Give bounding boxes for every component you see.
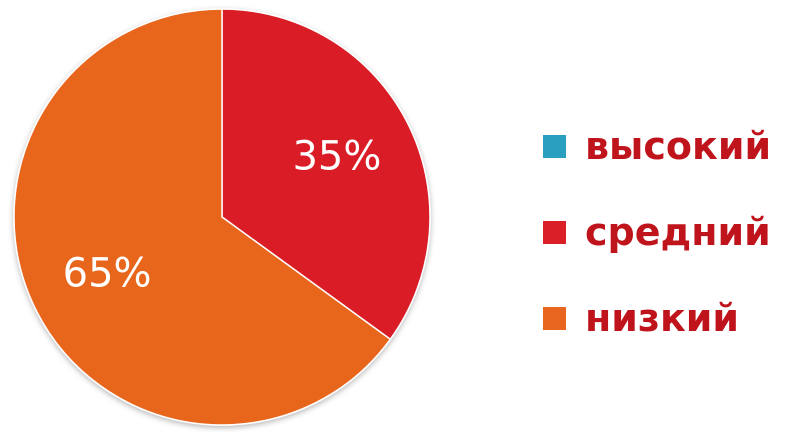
legend-label-1: высокий xyxy=(585,124,772,168)
legend-item-3: низкий xyxy=(543,275,771,361)
pie-slices xyxy=(13,8,431,426)
pie-value-label-2: 35% xyxy=(292,134,381,180)
legend-swatch-3 xyxy=(543,306,566,330)
legend-item-2: средний xyxy=(543,189,771,275)
legend-swatch-2 xyxy=(543,220,566,244)
pie-value-label-3: 65% xyxy=(63,251,152,297)
legend-swatch-1 xyxy=(543,134,566,158)
legend: высокий средний низкий xyxy=(543,103,771,361)
pie-value-labels: 35% 65% xyxy=(63,134,382,297)
legend-label-3: низкий xyxy=(585,296,740,340)
pie-slice-3 xyxy=(13,8,392,426)
legend-label-2: средний xyxy=(585,210,771,254)
pie-slice-2 xyxy=(221,8,431,341)
legend-item-1: высокий xyxy=(543,103,771,189)
